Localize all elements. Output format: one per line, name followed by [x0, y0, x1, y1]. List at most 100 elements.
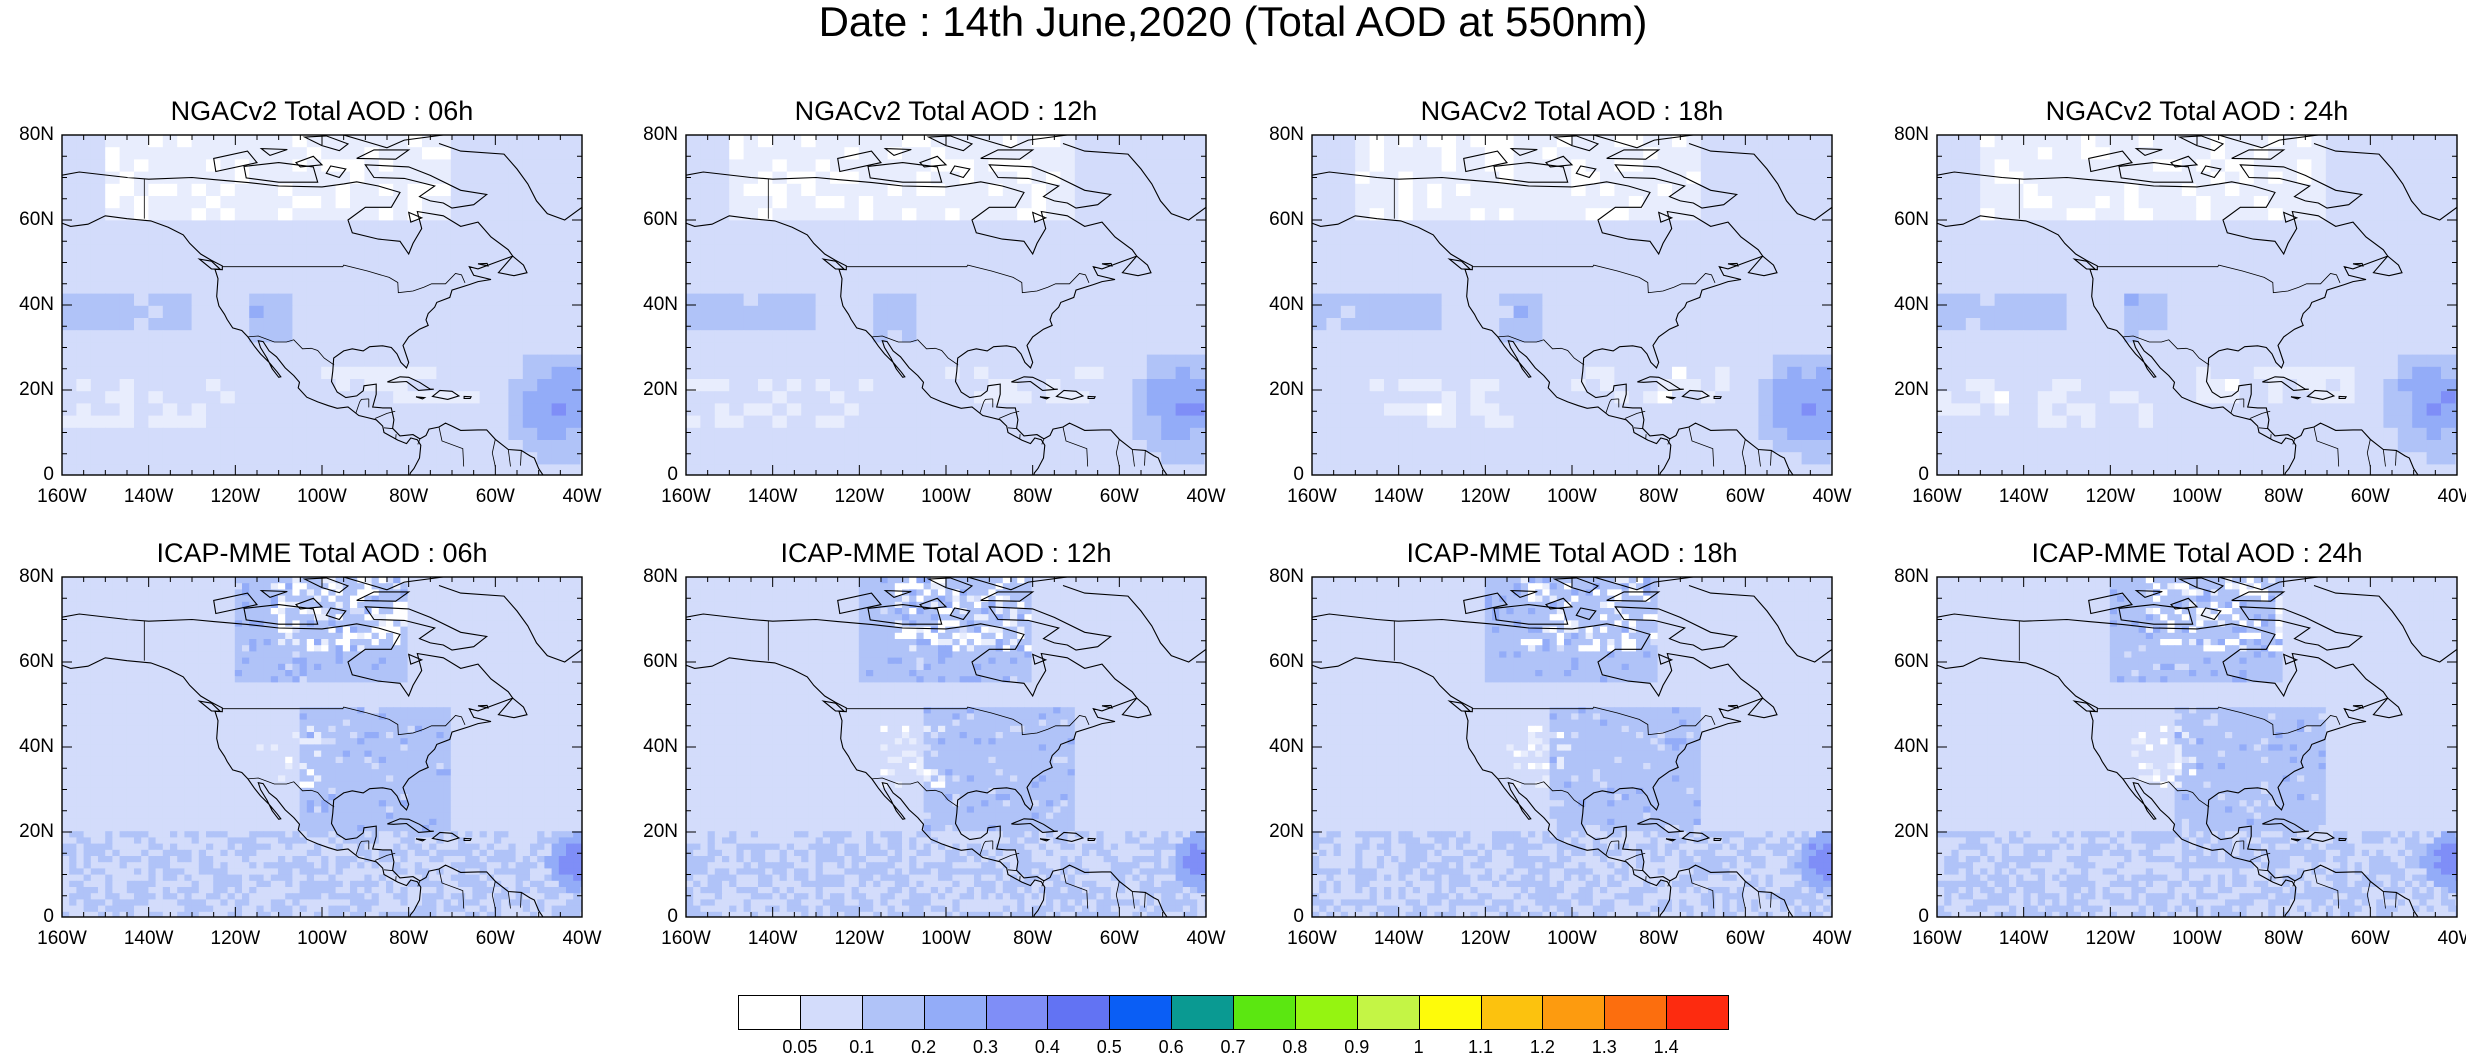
- lon-tick-label: 160W: [651, 487, 721, 507]
- lat-tick-label: 20N: [620, 822, 678, 842]
- colorbar-swatch: [924, 995, 987, 1030]
- lon-tick-label: 60W: [460, 487, 530, 507]
- lat-tick-label: 0: [1871, 907, 1929, 927]
- lon-tick-label: 100W: [287, 929, 357, 949]
- lon-tick-label: 80W: [2249, 487, 2319, 507]
- lon-tick-label: 60W: [1710, 487, 1780, 507]
- aod-map: [1312, 135, 1832, 475]
- lat-tick-label: 40N: [620, 737, 678, 757]
- colorbar-swatch: [738, 995, 801, 1030]
- panel-title: ICAP-MME Total AOD : 18h: [1312, 537, 1832, 569]
- colorbar-swatch: [986, 995, 1049, 1030]
- lat-tick-label: 40N: [0, 737, 54, 757]
- lon-tick-label: 160W: [27, 929, 97, 949]
- panel-title: NGACv2 Total AOD : 12h: [686, 95, 1206, 127]
- aod-map: [1937, 577, 2457, 917]
- colorbar-swatch: [1357, 995, 1420, 1030]
- main-title: Date : 14th June,2020 (Total AOD at 550n…: [0, 0, 2466, 44]
- colorbar-label: 0.9: [1327, 1038, 1387, 1056]
- colorbar-swatch: [1481, 995, 1544, 1030]
- panel-title: ICAP-MME Total AOD : 24h: [1937, 537, 2457, 569]
- lon-tick-label: 40W: [547, 929, 617, 949]
- lon-tick-label: 160W: [1277, 929, 1347, 949]
- lon-tick-label: 120W: [1450, 929, 1520, 949]
- colorbar-label: 0.05: [770, 1038, 830, 1056]
- lon-tick-label: 160W: [1277, 487, 1347, 507]
- lat-tick-label: 20N: [0, 822, 54, 842]
- lon-tick-label: 100W: [911, 929, 981, 949]
- colorbar-swatch: [1047, 995, 1110, 1030]
- lon-tick-label: 120W: [2075, 929, 2145, 949]
- colorbar-label: 1.4: [1636, 1038, 1696, 1056]
- lon-tick-label: 60W: [460, 929, 530, 949]
- aod-map: [686, 135, 1206, 475]
- lat-tick-label: 80N: [1871, 567, 1929, 587]
- colorbar-label: 0.8: [1265, 1038, 1325, 1056]
- lat-tick-label: 80N: [1246, 567, 1304, 587]
- lon-tick-label: 100W: [287, 487, 357, 507]
- lat-tick-label: 60N: [0, 210, 54, 230]
- colorbar-label: 0.5: [1079, 1038, 1139, 1056]
- lat-tick-label: 20N: [1246, 380, 1304, 400]
- aod-map: [686, 577, 1206, 917]
- lon-tick-label: 80W: [1624, 487, 1694, 507]
- colorbar-swatch: [1109, 995, 1172, 1030]
- lat-tick-label: 20N: [1871, 822, 1929, 842]
- lon-tick-label: 100W: [2162, 929, 2232, 949]
- lat-tick-label: 0: [0, 907, 54, 927]
- lon-tick-label: 140W: [114, 929, 184, 949]
- lat-tick-label: 80N: [0, 567, 54, 587]
- lat-tick-label: 60N: [620, 652, 678, 672]
- lon-tick-label: 140W: [1364, 929, 1434, 949]
- aod-field: [1277, 122, 1910, 479]
- lon-tick-label: 100W: [1537, 929, 1607, 949]
- lat-tick-label: 60N: [1871, 210, 1929, 230]
- lon-tick-label: 120W: [824, 487, 894, 507]
- colorbar-swatch: [800, 995, 863, 1030]
- aod-field: [1902, 564, 2466, 921]
- colorbar-swatch: [1233, 995, 1296, 1030]
- panel-title: NGACv2 Total AOD : 24h: [1937, 95, 2457, 127]
- colorbar-label: 0.4: [1017, 1038, 1077, 1056]
- colorbar-swatch: [1666, 995, 1729, 1030]
- colorbar-swatch: [1419, 995, 1482, 1030]
- lat-tick-label: 80N: [620, 125, 678, 145]
- lon-tick-label: 60W: [1084, 929, 1154, 949]
- lat-tick-label: 40N: [1246, 295, 1304, 315]
- lat-tick-label: 60N: [1246, 652, 1304, 672]
- lon-tick-label: 120W: [200, 929, 270, 949]
- colorbar: [738, 995, 1728, 1030]
- aod-map: [1312, 577, 1832, 917]
- lon-tick-label: 40W: [1171, 487, 1241, 507]
- lon-tick-label: 140W: [1989, 929, 2059, 949]
- aod-field: [27, 564, 660, 921]
- lat-tick-label: 0: [1246, 907, 1304, 927]
- colorbar-label: 1.2: [1512, 1038, 1572, 1056]
- lon-tick-label: 80W: [374, 487, 444, 507]
- lon-tick-label: 120W: [2075, 487, 2145, 507]
- lat-tick-label: 60N: [0, 652, 54, 672]
- lat-tick-label: 0: [620, 907, 678, 927]
- lat-tick-label: 20N: [1871, 380, 1929, 400]
- lat-tick-label: 0: [1871, 465, 1929, 485]
- lat-tick-label: 20N: [0, 380, 54, 400]
- lon-tick-label: 140W: [738, 929, 808, 949]
- colorbar-label: 0.6: [1141, 1038, 1201, 1056]
- colorbar-label: 0.7: [1203, 1038, 1263, 1056]
- panel-title: ICAP-MME Total AOD : 06h: [62, 537, 582, 569]
- lon-tick-label: 80W: [998, 487, 1068, 507]
- colorbar-label: 1: [1389, 1038, 1449, 1056]
- lon-tick-label: 100W: [2162, 487, 2232, 507]
- lat-tick-label: 60N: [620, 210, 678, 230]
- lon-tick-label: 120W: [200, 487, 270, 507]
- colorbar-label: 1.3: [1574, 1038, 1634, 1056]
- aod-map: [62, 135, 582, 475]
- colorbar-swatch: [862, 995, 925, 1030]
- lon-tick-label: 160W: [1902, 929, 1972, 949]
